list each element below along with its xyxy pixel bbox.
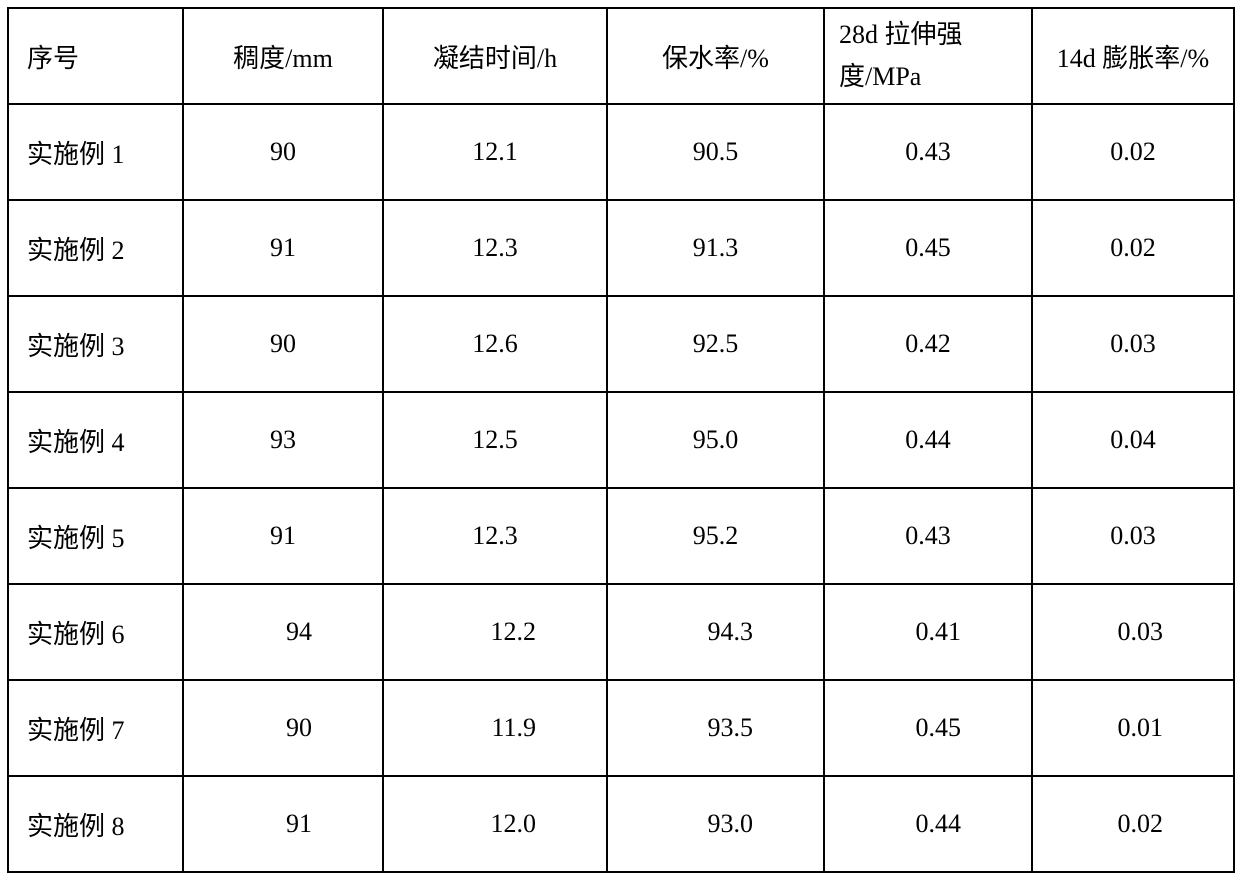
table-cell: 12.3 bbox=[383, 200, 607, 296]
table-cell: 0.03 bbox=[1032, 296, 1234, 392]
table-cell: 12.0 bbox=[383, 776, 607, 872]
table-cell: 0.02 bbox=[1032, 104, 1234, 200]
table-cell: 12.2 bbox=[383, 584, 607, 680]
table-cell: 0.02 bbox=[1032, 776, 1234, 872]
table-cell: 0.02 bbox=[1032, 200, 1234, 296]
table-cell: 94.3 bbox=[607, 584, 824, 680]
table-row: 实施例 19012.190.50.430.02 bbox=[8, 104, 1234, 200]
table-cell: 92.5 bbox=[607, 296, 824, 392]
table-cell: 实施例 1 bbox=[8, 104, 183, 200]
table-cell: 93.0 bbox=[607, 776, 824, 872]
table-cell: 0.45 bbox=[824, 680, 1032, 776]
col-header-consistency: 稠度/mm bbox=[183, 8, 383, 104]
table-cell: 95.0 bbox=[607, 392, 824, 488]
table-cell: 0.44 bbox=[824, 776, 1032, 872]
col-header-water-retention: 保水率/% bbox=[607, 8, 824, 104]
table-cell: 0.01 bbox=[1032, 680, 1234, 776]
table-cell: 0.41 bbox=[824, 584, 1032, 680]
table-cell: 0.43 bbox=[824, 104, 1032, 200]
table-cell: 91 bbox=[183, 488, 383, 584]
table-cell: 11.9 bbox=[383, 680, 607, 776]
table-body: 实施例 19012.190.50.430.02实施例 29112.391.30.… bbox=[8, 104, 1234, 872]
table-cell: 12.5 bbox=[383, 392, 607, 488]
table-row: 实施例 29112.391.30.450.02 bbox=[8, 200, 1234, 296]
table-cell: 91 bbox=[183, 776, 383, 872]
table-cell: 实施例 7 bbox=[8, 680, 183, 776]
table-cell: 90 bbox=[183, 296, 383, 392]
table-cell: 90 bbox=[183, 680, 383, 776]
table-row: 实施例 39012.692.50.420.03 bbox=[8, 296, 1234, 392]
table-cell: 0.43 bbox=[824, 488, 1032, 584]
table-cell: 0.03 bbox=[1032, 488, 1234, 584]
col-header-expansion-rate: 14d 膨胀率/% bbox=[1032, 8, 1234, 104]
table-row: 实施例 49312.595.00.440.04 bbox=[8, 392, 1234, 488]
table-cell: 93 bbox=[183, 392, 383, 488]
table-cell: 实施例 5 bbox=[8, 488, 183, 584]
table-cell: 93.5 bbox=[607, 680, 824, 776]
table-cell: 12.3 bbox=[383, 488, 607, 584]
table-cell: 95.2 bbox=[607, 488, 824, 584]
table-cell: 0.44 bbox=[824, 392, 1032, 488]
col-header-tensile-strength: 28d 拉伸强度/MPa bbox=[824, 8, 1032, 104]
table-header-row: 序号 稠度/mm 凝结时间/h 保水率/% 28d 拉伸强度/MPa 14d 膨… bbox=[8, 8, 1234, 104]
table-cell: 90.5 bbox=[607, 104, 824, 200]
table-row: 实施例 59112.395.20.430.03 bbox=[8, 488, 1234, 584]
table-row: 实施例 69412.294.30.410.03 bbox=[8, 584, 1234, 680]
table-cell: 实施例 3 bbox=[8, 296, 183, 392]
table-cell: 12.1 bbox=[383, 104, 607, 200]
table-cell: 实施例 8 bbox=[8, 776, 183, 872]
col-header-setting-time: 凝结时间/h bbox=[383, 8, 607, 104]
table-cell: 90 bbox=[183, 104, 383, 200]
table-cell: 94 bbox=[183, 584, 383, 680]
table-cell: 91 bbox=[183, 200, 383, 296]
table-cell: 91.3 bbox=[607, 200, 824, 296]
table-row: 实施例 89112.093.00.440.02 bbox=[8, 776, 1234, 872]
table-cell: 0.45 bbox=[824, 200, 1032, 296]
col-header-index: 序号 bbox=[8, 8, 183, 104]
table-cell: 0.03 bbox=[1032, 584, 1234, 680]
table-cell: 0.04 bbox=[1032, 392, 1234, 488]
table-cell: 实施例 6 bbox=[8, 584, 183, 680]
table-cell: 0.42 bbox=[824, 296, 1032, 392]
data-table: 序号 稠度/mm 凝结时间/h 保水率/% 28d 拉伸强度/MPa 14d 膨… bbox=[7, 7, 1235, 873]
table-cell: 12.6 bbox=[383, 296, 607, 392]
table-row: 实施例 79011.993.50.450.01 bbox=[8, 680, 1234, 776]
table-cell: 实施例 4 bbox=[8, 392, 183, 488]
table-cell: 实施例 2 bbox=[8, 200, 183, 296]
